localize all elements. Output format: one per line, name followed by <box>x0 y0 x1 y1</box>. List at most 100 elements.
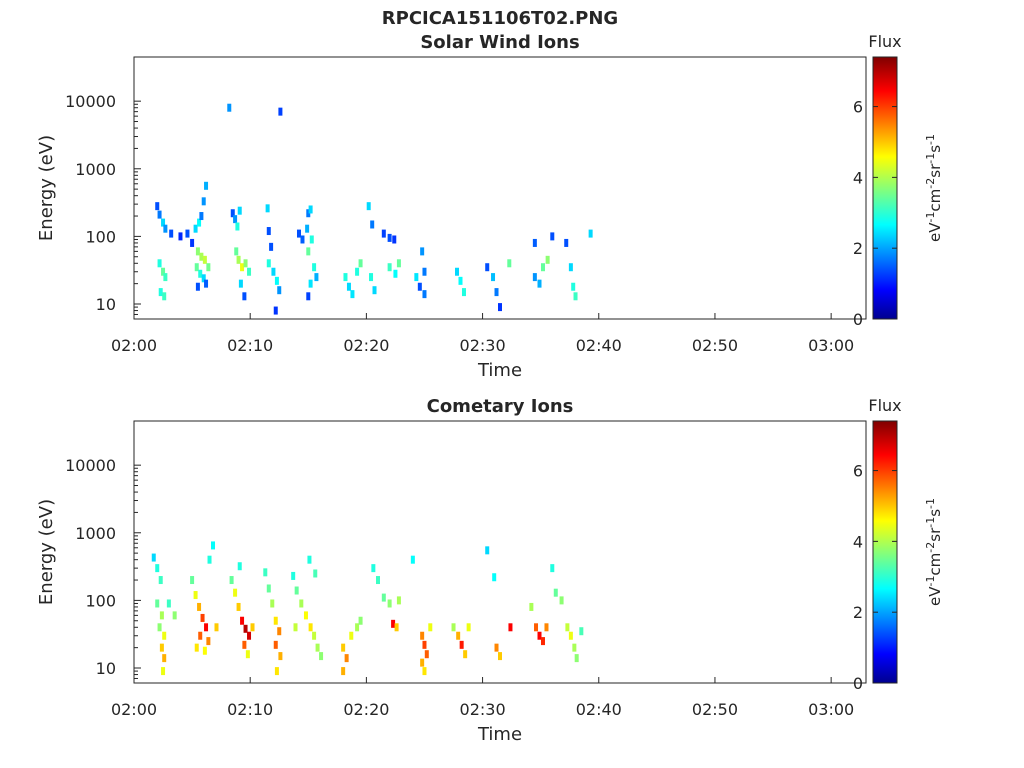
spectrogram-cell <box>414 273 419 282</box>
spectrogram-cell <box>532 238 537 247</box>
spectrogram-cell <box>391 619 396 628</box>
spectrogram-cell <box>387 263 392 272</box>
spectrogram-cell <box>155 202 160 211</box>
spectrogram-cell <box>159 611 164 620</box>
spectrogram-cell <box>313 569 318 578</box>
spectrogram-cell <box>422 640 427 649</box>
spectrogram-cell <box>240 616 245 625</box>
spectrogram-cell <box>540 263 545 272</box>
spectrogram-cell <box>387 599 392 608</box>
colorbar-frame <box>872 56 898 320</box>
spectrogram-cell <box>545 255 550 264</box>
spectrogram-cell <box>417 282 422 291</box>
spectrogram-cell <box>193 591 198 600</box>
spectrogram-cell <box>306 209 311 218</box>
spectrogram-cell <box>369 273 374 282</box>
x-tick-label: 03:00 <box>808 700 854 719</box>
colorbar: Flux eV-1cm-2sr-1s-1 0 2 4 6 <box>853 32 944 329</box>
spectrogram-cell <box>387 233 392 242</box>
spectrogram-cell <box>319 652 324 661</box>
spectrogram-cell <box>532 273 537 282</box>
spectrogram-cell <box>240 263 245 272</box>
spectrogram-cell <box>534 623 539 632</box>
spectrogram-cell <box>420 631 425 640</box>
spectrogram-cell <box>550 564 555 573</box>
spectrogram-cell <box>540 637 545 646</box>
spectrogram-cell <box>278 107 283 116</box>
spectrogram-cell <box>273 640 278 649</box>
spectrogram-cell <box>455 267 460 276</box>
spectrogram-cell <box>250 623 255 632</box>
spectrogram-cell <box>236 602 241 611</box>
spectrogram-cell <box>242 292 247 301</box>
x-tick-label: 02:00 <box>111 700 157 719</box>
y-tick-label: 100 <box>85 591 116 610</box>
spectrogram-cell <box>227 103 232 112</box>
y-ticks: 10 100 1000 10000 <box>65 92 141 320</box>
spectrogram-cell <box>202 646 207 655</box>
spectrogram-cell <box>370 220 375 229</box>
figure-title: RPCICA151106T02.PNG <box>382 8 618 29</box>
spectrogram-cell <box>161 267 166 276</box>
y-ticks: 10 100 1000 10000 <box>65 456 141 684</box>
spectrogram-cell <box>158 576 163 585</box>
spectrogram-cell <box>341 643 346 652</box>
spectrogram-cell <box>564 238 569 247</box>
spectrogram-cell <box>573 292 578 301</box>
spectrogram-cell <box>574 654 579 663</box>
spectrogram-cell <box>571 282 576 291</box>
spectrogram-cell <box>428 623 433 632</box>
spectrogram-cell <box>163 224 168 233</box>
spectrogram-cell <box>315 643 320 652</box>
colorbar-gradient <box>873 57 897 319</box>
y-axis-label: Energy (eV) <box>36 499 57 605</box>
spectrogram-cell <box>204 279 209 288</box>
spectrogram-cell <box>238 279 243 288</box>
x-tick-label: 02:30 <box>460 336 506 355</box>
spectrogram-cell <box>303 611 308 620</box>
spectrogram-cell <box>550 232 555 241</box>
spectrogram-cell <box>498 652 502 661</box>
spectrogram-cell <box>235 222 240 231</box>
colorbar-units: eV-1cm-2sr-1s-1 <box>924 134 945 242</box>
spectrogram-cell <box>308 279 313 288</box>
spectrogram-cell <box>269 242 274 251</box>
colorbar-title: Flux <box>868 32 901 51</box>
y-tick-label: 1000 <box>75 524 116 543</box>
spectrogram-cell <box>236 255 241 264</box>
spectrogram-cell <box>544 623 549 632</box>
spectrogram-cell <box>341 667 346 676</box>
spectrogram-cell <box>198 631 203 640</box>
spectrogram-cell <box>157 259 162 268</box>
plot-frame <box>133 56 867 320</box>
spectrogram-cell <box>396 259 401 268</box>
panel-title: Solar Wind Ions <box>420 32 579 53</box>
panel-title: Cometary Ions <box>427 396 574 417</box>
spectrogram-cell <box>422 267 427 276</box>
spectrogram-cell <box>420 658 425 667</box>
spectrogram-cell <box>424 650 429 659</box>
y-tick-label: 10000 <box>65 92 116 111</box>
spectrogram-cell <box>381 229 386 238</box>
colorbar-units: eV-1cm-2sr-1s-1 <box>924 498 945 606</box>
spectrogram-cell <box>565 623 570 632</box>
spectrogram-cell <box>185 229 190 238</box>
spectrogram-cell <box>485 263 490 272</box>
solar-wind-panel: Solar Wind Ions 02:00 02:10 02:20 02:30 02:4… <box>36 32 944 381</box>
spectrogram-cell <box>392 235 397 244</box>
y-axis-label: Energy (eV) <box>36 135 57 241</box>
spectrogram-cell <box>559 596 564 605</box>
spectrogram-cell <box>451 623 456 632</box>
spectrogram-cell <box>245 650 250 659</box>
spectrogram-cell <box>293 623 298 632</box>
spectrogram-cell <box>296 229 301 238</box>
spectrogram-cell <box>366 202 371 211</box>
spectrogram-cell <box>266 227 271 236</box>
spectrogram-cell <box>299 599 304 608</box>
colorbar-tick-label: 4 <box>853 168 863 187</box>
spectrogram-cell <box>344 654 349 663</box>
spectrogram-cell <box>190 576 195 585</box>
spectrogram-cell <box>494 288 499 297</box>
plot-frame <box>133 420 867 684</box>
spectrogram-cell <box>314 273 319 282</box>
